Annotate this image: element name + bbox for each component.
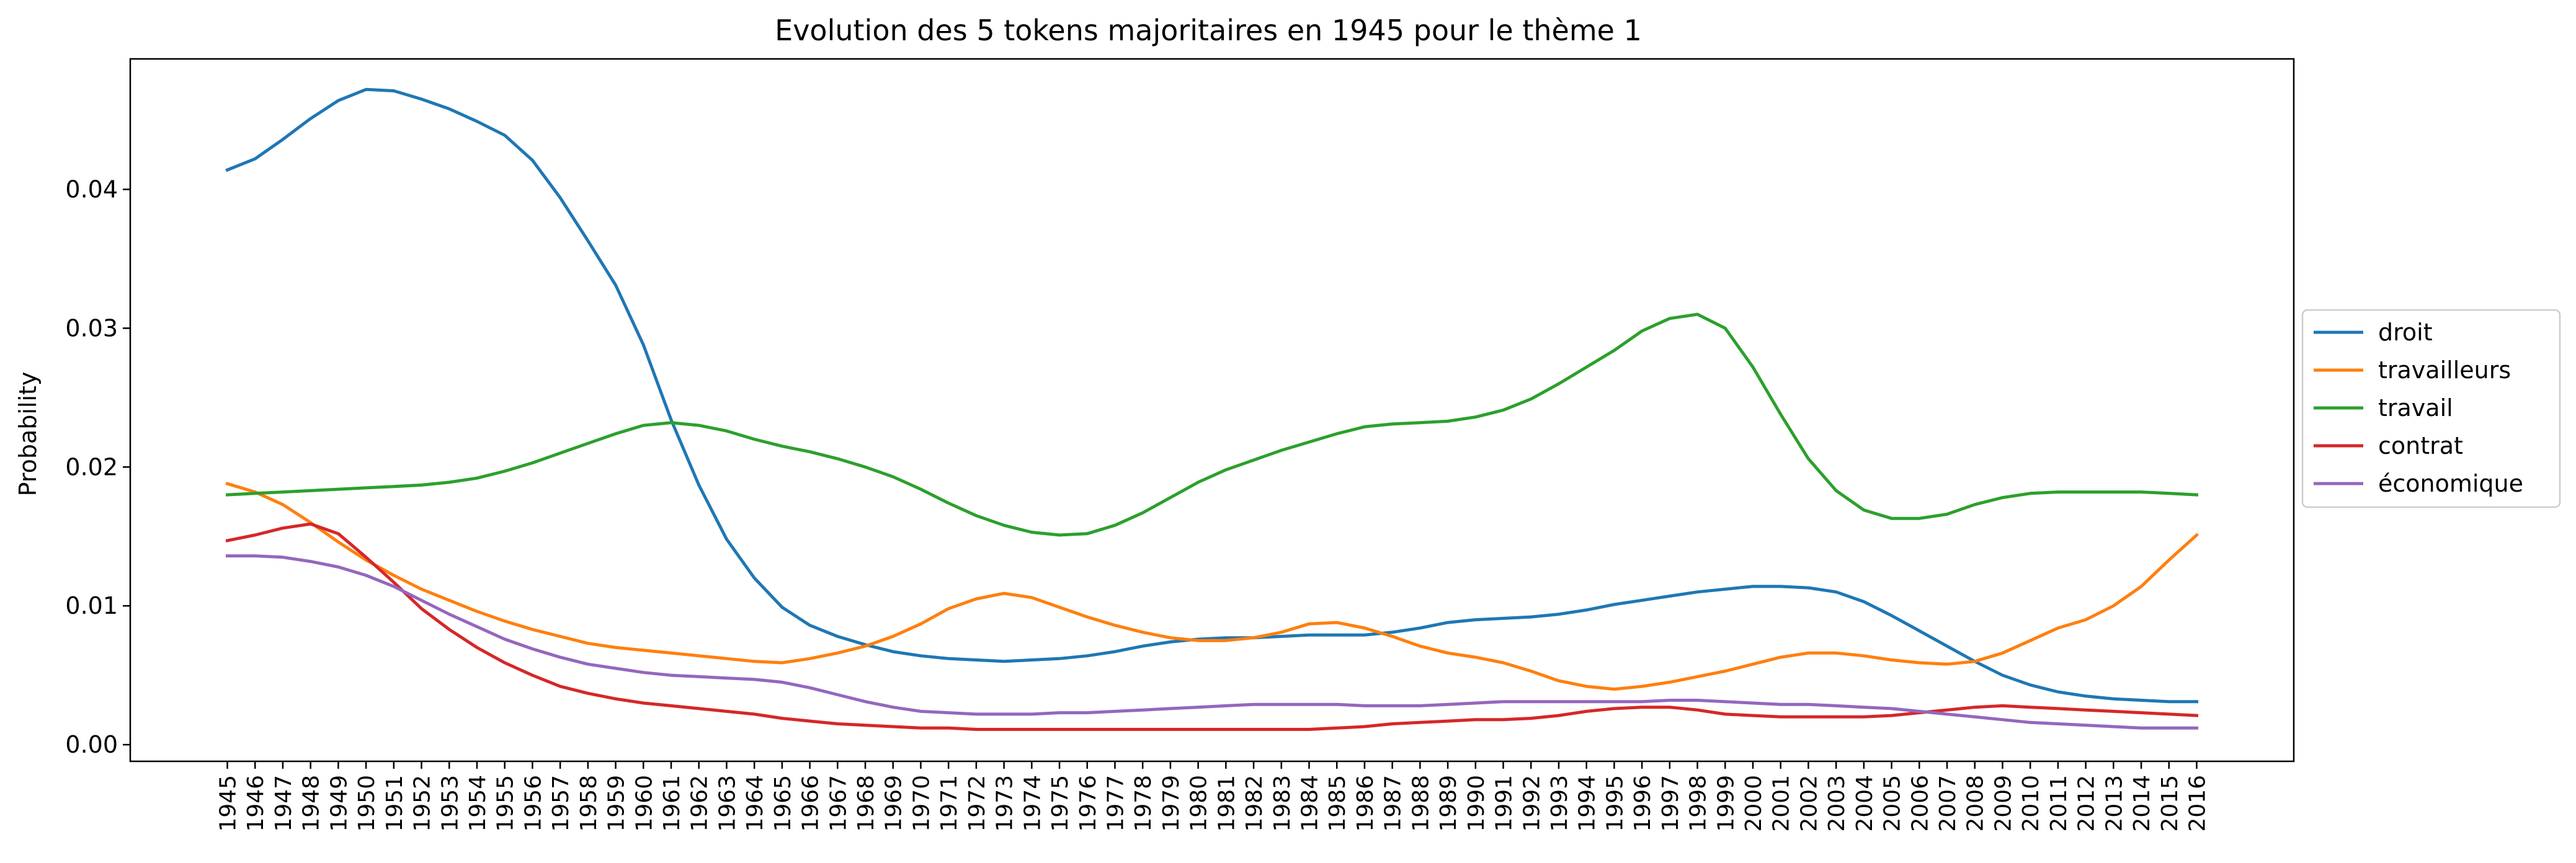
y-tick-label: 0.03 xyxy=(65,314,118,342)
x-tick-label: 1974 xyxy=(1020,775,1045,832)
y-tick-label: 0.01 xyxy=(65,592,118,619)
x-tick-label: 2014 xyxy=(2129,775,2155,832)
legend-entry: droit xyxy=(2378,319,2433,346)
x-tick-label: 1996 xyxy=(1630,775,1656,832)
x-tick-label: 1983 xyxy=(1270,775,1295,832)
x-tick-label: 1945 xyxy=(216,775,241,832)
legend-entry: contrat xyxy=(2378,432,2463,459)
x-tick-label: 1955 xyxy=(493,775,519,832)
x-tick-label: 1999 xyxy=(1713,775,1739,832)
x-tick-label: 1987 xyxy=(1381,775,1406,832)
x-tick-label: 1973 xyxy=(992,775,1018,832)
x-tick-label: 1965 xyxy=(770,775,796,832)
x-tick-label: 1980 xyxy=(1187,775,1212,832)
x-tick-label: 1971 xyxy=(937,775,962,832)
legend-entry: travailleurs xyxy=(2378,356,2511,384)
x-tick-label: 1981 xyxy=(1214,775,1239,832)
y-tick-label: 0.00 xyxy=(65,731,118,758)
x-tick-label: 1994 xyxy=(1575,775,1600,832)
x-tick-label: 1997 xyxy=(1658,775,1683,832)
series-lines xyxy=(225,87,2199,731)
x-tick-label: 1984 xyxy=(1298,775,1323,832)
x-tick-label: 1978 xyxy=(1131,775,1156,832)
series-line-2 xyxy=(225,312,2199,537)
x-tick-label: 1991 xyxy=(1492,775,1517,832)
x-tick-label: 1947 xyxy=(271,775,296,832)
x-tick-label: 1982 xyxy=(1242,775,1267,832)
axes-frame xyxy=(129,58,2295,763)
x-tick-label: 1990 xyxy=(1464,775,1489,832)
x-tick-label: 1959 xyxy=(604,775,630,832)
x-tick-label: 2010 xyxy=(2018,775,2044,832)
x-tick-label: 1993 xyxy=(1547,775,1572,832)
x-tick-label: 1967 xyxy=(826,775,851,832)
x-tick-label: 1960 xyxy=(631,775,657,832)
x-tick-label: 1949 xyxy=(326,775,352,832)
series-line-0 xyxy=(225,87,2198,704)
legend-entry: économique xyxy=(2378,470,2523,497)
x-tick-label: 2015 xyxy=(2157,775,2183,832)
x-tick-label: 2003 xyxy=(1824,775,1850,832)
chart-title: Evolution des 5 tokens majoritaires en 1… xyxy=(775,14,1642,47)
x-tick-label: 1977 xyxy=(1103,775,1128,832)
x-tick-label: 2008 xyxy=(1963,775,1989,832)
x-tick-label: 2011 xyxy=(2046,775,2072,832)
series-line-4 xyxy=(226,554,2198,730)
x-tick-label: 1954 xyxy=(465,775,491,832)
x-tick-label: 1948 xyxy=(299,775,324,832)
legend-entry: travail xyxy=(2378,394,2453,422)
x-tick-label: 1963 xyxy=(715,775,740,832)
x-tick-label: 2000 xyxy=(1741,775,1767,832)
y-axis-label: Probability xyxy=(14,372,42,497)
x-tick-label: 2007 xyxy=(1935,775,1961,832)
x-tick-label: 1961 xyxy=(659,775,685,832)
x-tick-label: 1998 xyxy=(1686,775,1711,832)
x-tick-label: 2001 xyxy=(1769,775,1794,832)
x-tick-label: 1951 xyxy=(382,775,408,832)
x-tick-label: 1970 xyxy=(909,775,934,832)
x-tick-label: 2004 xyxy=(1852,775,1878,832)
legend: droit travailleurs travail contrat économiqu… xyxy=(2301,309,2561,508)
legend-box xyxy=(2301,309,2561,508)
x-tick-label: 2013 xyxy=(2101,775,2127,832)
x-tick-label: 1988 xyxy=(1408,775,1433,832)
x-tick-label: 1972 xyxy=(965,775,990,832)
x-tick-label: 1964 xyxy=(742,775,768,832)
x-tick-label: 2006 xyxy=(1907,775,1933,832)
x-tick-label: 1953 xyxy=(437,775,463,832)
x-tick-label: 1975 xyxy=(1048,775,1073,832)
series-line-3 xyxy=(225,522,2199,731)
x-tick-label: 1952 xyxy=(410,775,435,832)
x-tick-label: 1979 xyxy=(1159,775,1184,832)
x-tick-label: 1985 xyxy=(1325,775,1350,832)
x-tick-label: 1989 xyxy=(1436,775,1461,832)
x-tick-label: 1946 xyxy=(243,775,269,832)
x-tick-label: 1958 xyxy=(576,775,602,832)
x-tick-label: 1968 xyxy=(853,775,879,832)
x-tick-label: 1950 xyxy=(354,775,380,832)
x-tick-label: 1966 xyxy=(798,775,824,832)
x-tick-label: 1976 xyxy=(1076,775,1101,832)
x-axis: 1945 1946 1947 1948 1949 1950 1951 1952 1953 1954… xyxy=(216,761,2210,832)
x-tick-label: 2002 xyxy=(1796,775,1822,832)
x-tick-label: 1986 xyxy=(1353,775,1378,832)
x-tick-label: 2009 xyxy=(1990,775,2016,832)
x-tick-label: 2005 xyxy=(1880,775,1905,832)
x-tick-label: 2016 xyxy=(2185,775,2210,832)
x-tick-label: 1995 xyxy=(1602,775,1628,832)
x-tick-label: 1992 xyxy=(1519,775,1544,832)
x-tick-label: 1957 xyxy=(548,775,574,832)
y-tick-label: 0.02 xyxy=(65,453,118,480)
x-tick-label: 1969 xyxy=(881,775,907,832)
y-tick-label: 0.04 xyxy=(65,175,118,203)
y-axis: 0.00 0.01 0.02 0.03 0.04 xyxy=(65,175,130,758)
x-tick-label: 2012 xyxy=(2074,775,2100,832)
x-tick-label: 1956 xyxy=(520,775,546,832)
x-tick-label: 1962 xyxy=(687,775,713,832)
series-line-1 xyxy=(225,482,2199,691)
